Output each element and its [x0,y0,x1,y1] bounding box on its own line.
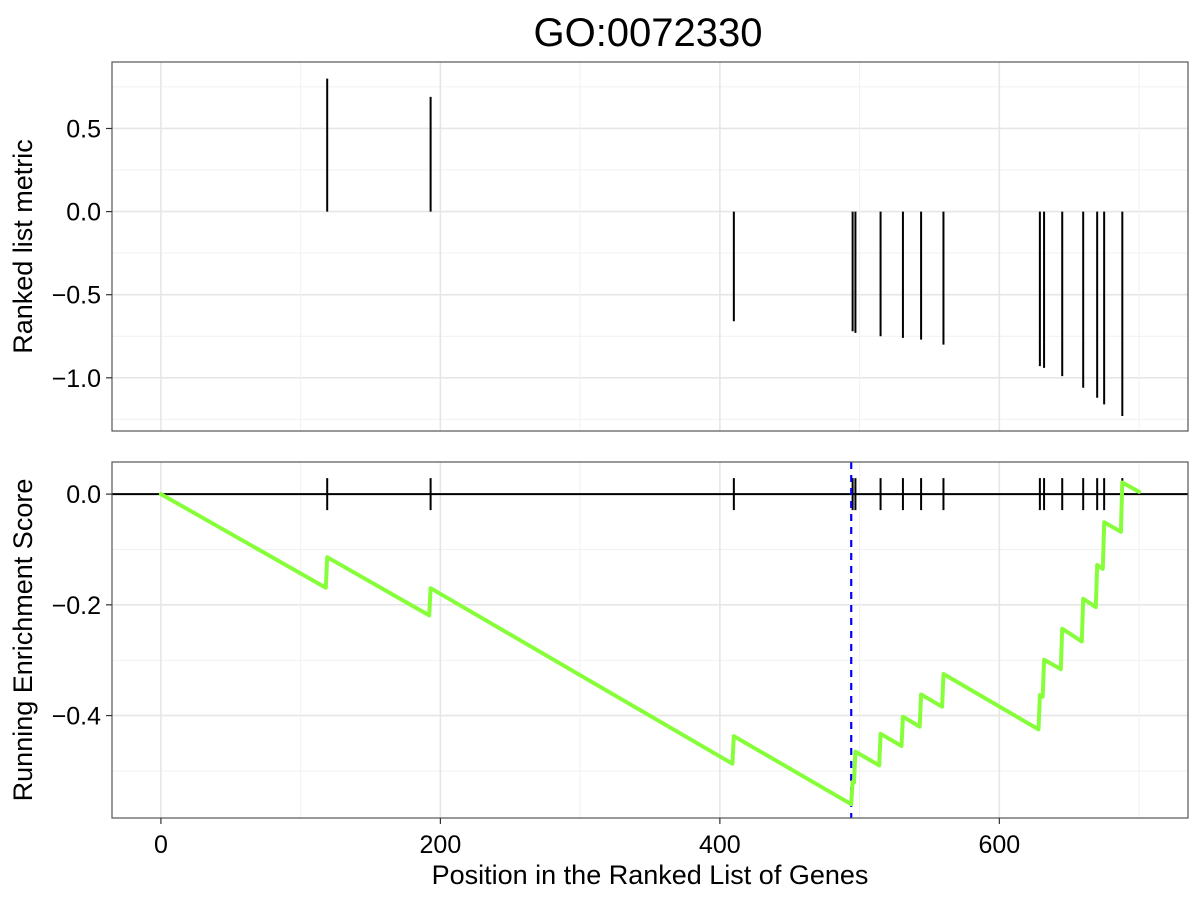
x-axis-title: Position in the Ranked List of Genes [432,860,869,890]
bottom-y-tick-label: 0.0 [66,481,101,509]
running-score-line [158,480,1142,807]
bottom-panel-background [112,462,1188,818]
top-y-tick-label: 0.0 [66,199,101,227]
x-tick-label: 400 [699,831,741,859]
bottom-panel: 0.0 −0.2 −0.4 0 200 400 600 Running Enrichmen… [8,461,1189,890]
top-panel-border [111,61,1189,432]
top-y-axis: 0.5 0.0 −0.5 −1.0 [52,115,112,393]
top-y-axis-title: Ranked list metric [8,139,38,354]
ranked-metric-bars [326,78,1124,417]
x-tick-label: 0 [154,831,168,859]
enrichment-content [112,462,1188,818]
bottom-y-tick-label: −0.4 [52,703,101,731]
x-tick-label: 600 [978,831,1020,859]
top-panel: 0.5 0.0 −0.5 −1.0 Ranked list metric [8,61,1189,432]
bottom-y-axis: 0.0 −0.2 −0.4 [52,481,112,731]
top-y-tick-label: 0.5 [66,115,101,143]
top-panel-grid [112,62,1188,431]
x-axis: 0 200 400 600 [154,818,1020,859]
bottom-y-axis-title: Running Enrichment Score [8,479,38,802]
bottom-y-tick-label: −0.2 [52,592,101,620]
top-y-tick-label: −1.0 [52,365,101,393]
top-panel-background [112,62,1188,431]
top-y-tick-label: −0.5 [52,282,101,310]
x-tick-label: 200 [420,831,462,859]
chart-title: GO:0072330 [533,11,762,55]
bottom-panel-border [111,461,1189,819]
